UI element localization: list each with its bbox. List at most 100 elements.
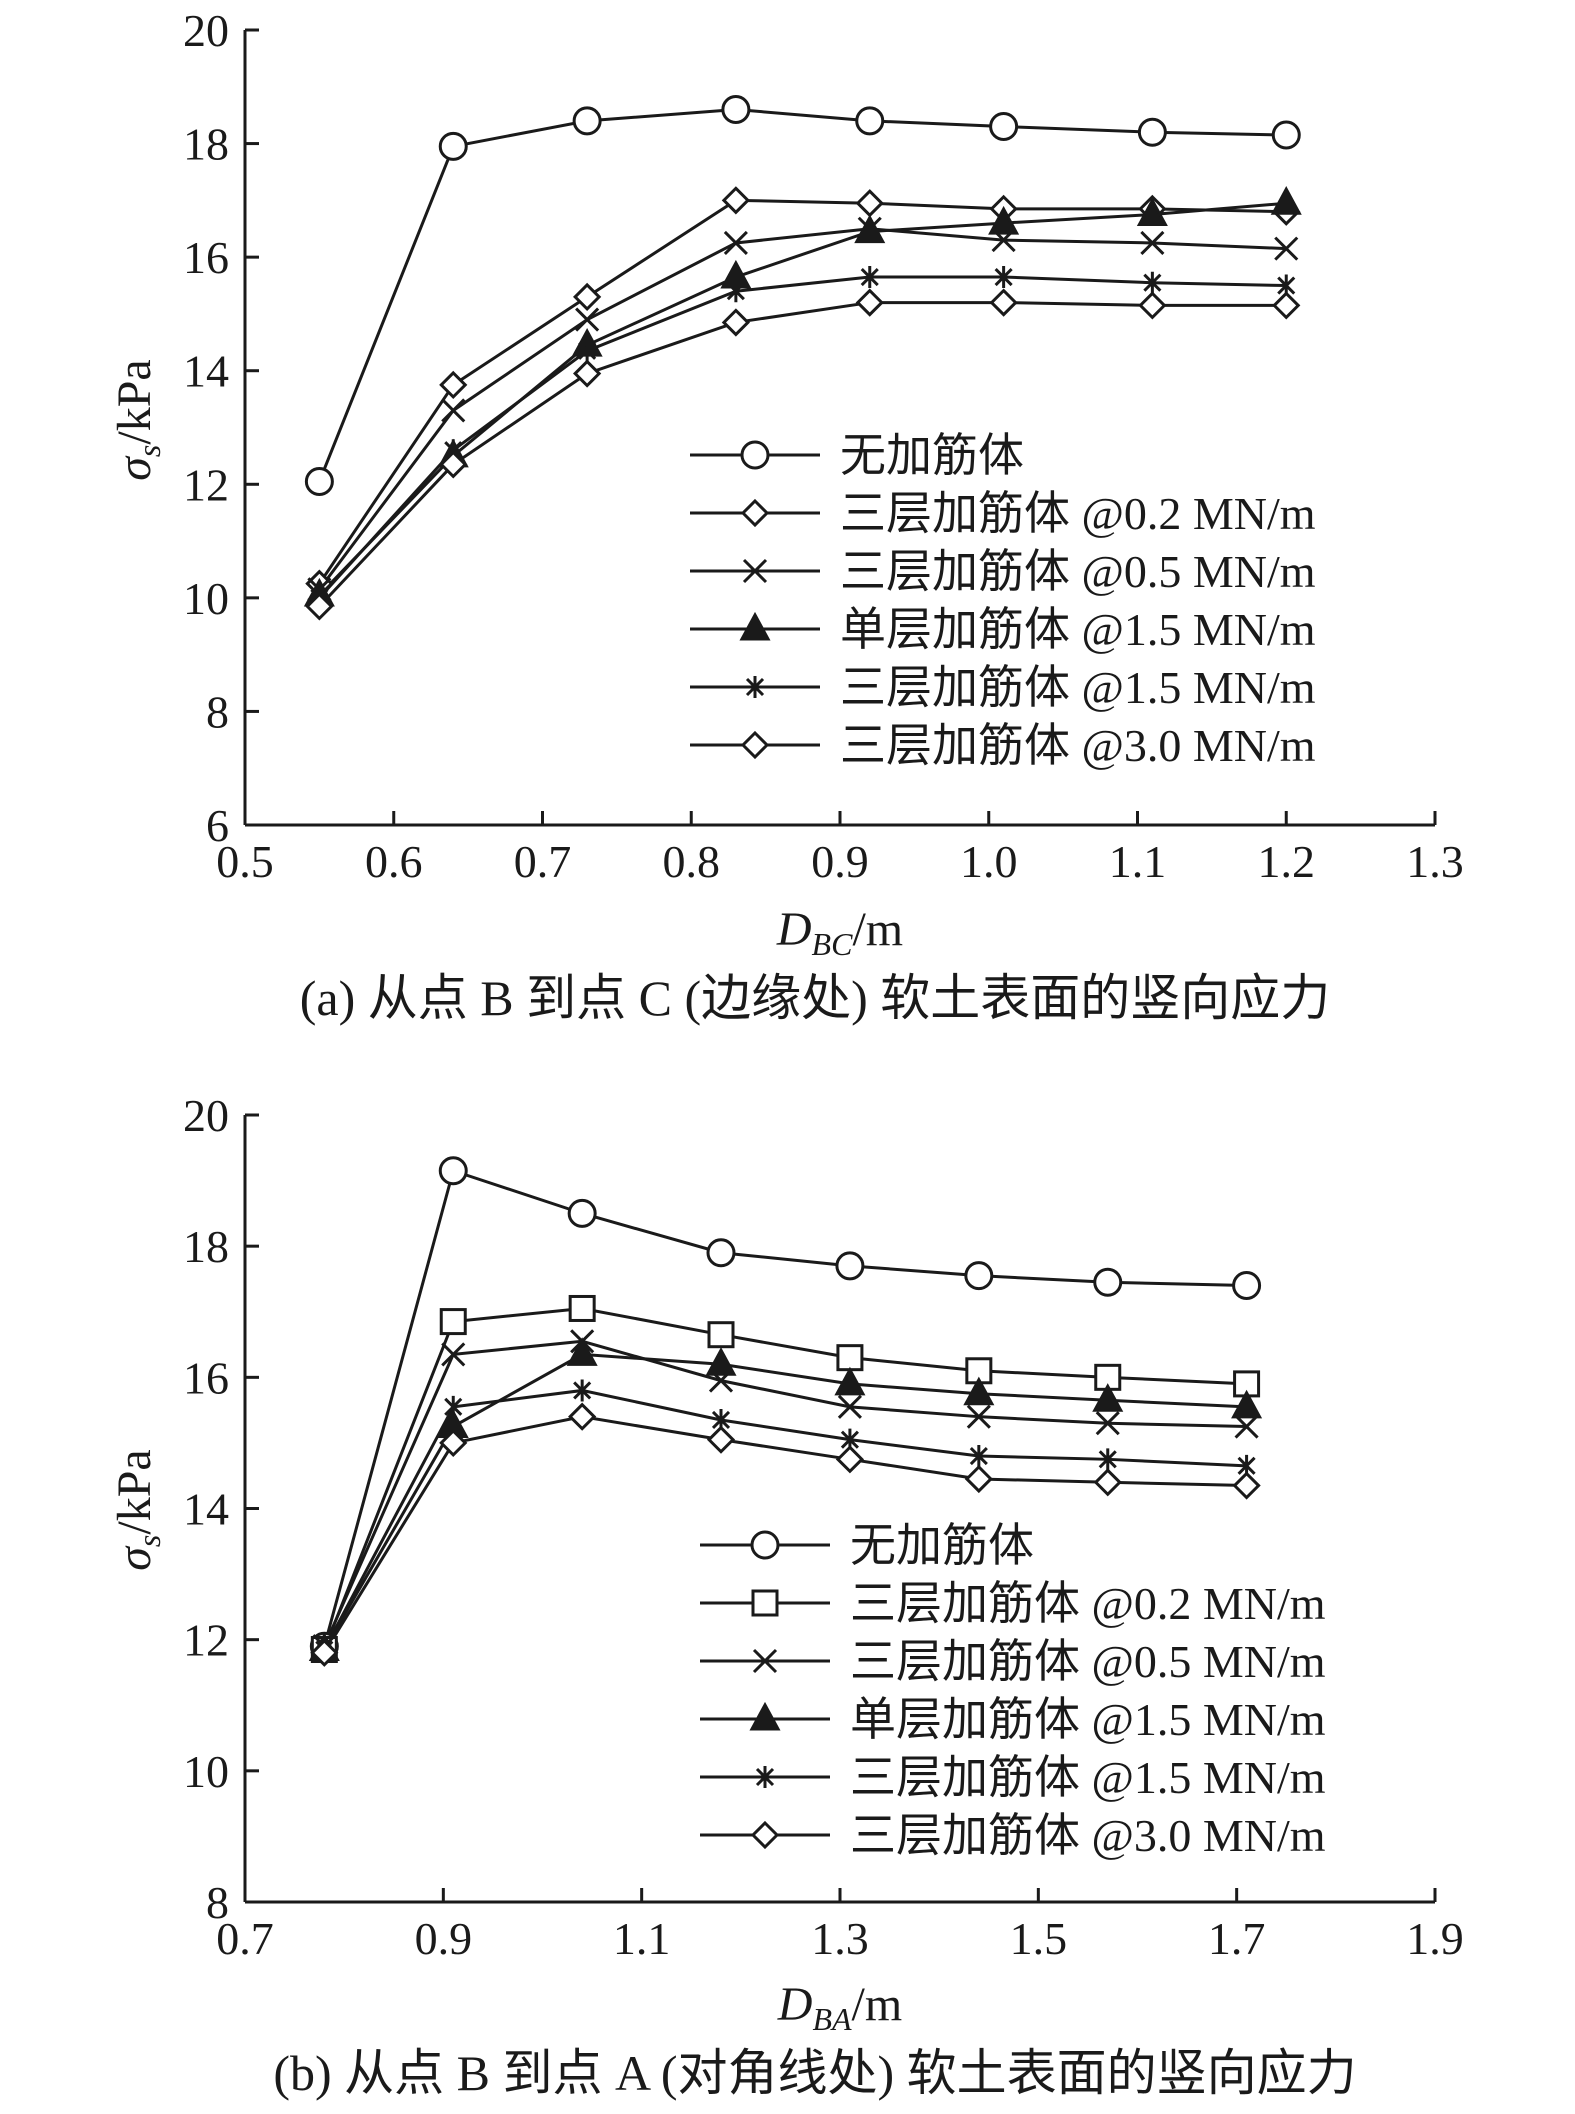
chart-b-series-5-point: [1232, 1471, 1261, 1500]
chart-a-series-1-line: [318, 198, 1287, 585]
chart-a-series-3-point: [854, 214, 886, 244]
chart-b-series-2-point: [1234, 1414, 1259, 1439]
chart-a-series-4-point: [578, 339, 597, 362]
chart-a-series-0-point: [1137, 117, 1167, 147]
chart-a-series-4-point: [1143, 271, 1162, 294]
chart-a-series-1-point: [855, 189, 884, 218]
chart-a-series-5-point: [305, 592, 334, 621]
chart-b-series-0-point: [835, 1251, 865, 1281]
chart-b-series-3-point: [1231, 1389, 1263, 1419]
chart-a-x-axis-label: DBC/m: [776, 903, 903, 962]
chart-a-legend-marker: [740, 730, 770, 760]
chart-b-series-3-line: [323, 1352, 1247, 1651]
chart-b-series-2-point: [1095, 1411, 1120, 1436]
chart-b-legend-marker: [750, 1820, 780, 1850]
chart-a-series-2-point: [1140, 230, 1165, 256]
chart-b-y-tick-label: 16: [183, 1352, 229, 1403]
chart-a-y-tick-label: 8: [206, 686, 229, 737]
chart-b-ylabel-main: σ: [108, 1545, 161, 1571]
chart-b-y-tick-label: 18: [183, 1221, 229, 1272]
chart-a-legend-marker: [745, 676, 765, 698]
chart-a-series-4-point: [726, 280, 745, 303]
chart-b-legend-label: 无加筋体: [850, 1520, 1034, 1571]
chart-b-series-4-point: [444, 1395, 463, 1418]
chart-b-series-5-line: [323, 1415, 1247, 1654]
chart-b-legend-marker: [751, 1589, 779, 1617]
chart-b-series-5-point: [439, 1428, 468, 1458]
chart-a-series-2-point: [575, 307, 600, 332]
chart-b-series: [308, 1156, 1263, 1667]
chart-a-series-5-point: [855, 288, 884, 317]
chart-a-legend-label: 无加筋体: [840, 430, 1024, 481]
chart-b-xlabel-unit: /m: [852, 1978, 903, 2031]
chart-b-xlabel-sub: BA: [812, 2001, 852, 2037]
chart-a-x-tick-label: 0.8: [663, 836, 721, 887]
chart-b-legend-label: 三层加筋体 @0.5 MN/m: [850, 1636, 1326, 1687]
chart-b: 0.7 0.9 1.1 1.3 1.5 1.7 1.9 8 10 12 14 16 18 20 无加筋体三…: [108, 1090, 1464, 2101]
chart-a-series-1-point: [721, 186, 750, 215]
chart-a-y-tick-label: 12: [183, 459, 229, 510]
chart-a-legend-label: 三层加筋体 @0.5 MN/m: [840, 546, 1316, 597]
chart-b-series-0-line: [322, 1168, 1247, 1647]
chart-b-legend-label: 三层加筋体 @0.2 MN/m: [850, 1578, 1326, 1629]
chart-a-ticks: 0.5 0.6 0.7 0.8 0.9 1.0 1.1 1.2 1.3 6 8 10 12 14 16 18 2…: [183, 5, 1464, 887]
chart-b-series-0-point: [438, 1156, 468, 1186]
chart-b-series-0-point: [1232, 1271, 1262, 1301]
chart-b-series-4-point: [1098, 1448, 1117, 1471]
chart-a-xlabel-unit: /m: [852, 903, 903, 956]
chart-a-y-tick-label: 14: [183, 346, 229, 397]
chart-b-series-1-point: [439, 1308, 467, 1336]
chart-b-ylabel-sub: s: [131, 1535, 167, 1547]
chart-a-series-0-point: [438, 131, 468, 161]
chart-b-series-2-point: [837, 1394, 862, 1419]
chart-a-series-4-point: [860, 266, 879, 289]
chart-b-ylabel-unit: /kPa: [108, 1449, 161, 1534]
chart-a-x-tick-label: 1.3: [1406, 836, 1464, 887]
chart-b-series-5-point: [835, 1445, 865, 1474]
chart-a-x-tick-label: 0.7: [514, 836, 572, 887]
chart-b-series-5-point: [964, 1464, 993, 1494]
chart-b-series-1-point: [707, 1321, 735, 1349]
chart-a-series-2-point: [441, 398, 466, 423]
chart-a-series-5-point: [1272, 291, 1301, 320]
chart-a-legend-marker: [740, 498, 770, 528]
chart-b-series-0-point: [567, 1198, 597, 1228]
chart-b-legend-label: 单层加筋体 @1.5 MN/m: [850, 1694, 1326, 1745]
chart-a-series-5-line: [318, 301, 1287, 608]
chart-b-ticks: 0.7 0.9 1.1 1.3 1.5 1.7 1.9 8 10 12 14 16 18 20: [183, 1090, 1464, 1964]
chart-a-y-tick-label: 16: [183, 232, 229, 283]
chart-a-series-0-point: [855, 106, 885, 136]
chart-b-y-tick-label: 14: [183, 1484, 229, 1535]
chart-b-y-tick-label: 20: [183, 1090, 229, 1141]
chart-a-series-5-point: [573, 359, 602, 388]
chart-a-ylabel-unit: /kPa: [108, 359, 161, 444]
chart-a-series-0-point: [989, 112, 1019, 142]
chart-a-legend-marker: [742, 558, 768, 584]
chart-a-series-1-point: [573, 282, 602, 312]
chart-b-series-2-line: [322, 1339, 1247, 1647]
chart-b-legend-marker: [752, 1648, 778, 1674]
chart-a-legend-label: 单层加筋体 @1.5 MN/m: [840, 604, 1316, 655]
chart-b-series-1-line: [322, 1306, 1247, 1651]
chart-b-x-axis-label: DBA/m: [777, 1978, 902, 2037]
chart-b-series-3-point: [834, 1366, 866, 1396]
chart-a-series-4-line: [318, 275, 1287, 599]
chart-a-ylabel-sub: s: [131, 445, 167, 457]
chart-b-x-tick-label: 0.9: [415, 1913, 473, 1964]
chart-b-xlabel-main: D: [777, 1978, 813, 2031]
chart-a-legend-marker: [739, 611, 771, 641]
chart-a-series-2-point: [723, 230, 748, 256]
chart-a-legend-label: 三层加筋体 @1.5 MN/m: [840, 662, 1316, 713]
chart-a-legend-marker: [740, 440, 770, 470]
chart-a-x-tick-label: 1.1: [1109, 836, 1167, 887]
chart-b-y-tick-label: 12: [183, 1615, 229, 1666]
chart-a-series-5-point: [721, 308, 750, 337]
chart-b-x-tick-label: 1.5: [1010, 1913, 1068, 1964]
chart-b-series-4-point: [573, 1379, 592, 1402]
chart-b-series-5-point: [706, 1425, 736, 1454]
chart-b-series-0-point: [706, 1238, 736, 1268]
chart-a-xlabel-main: D: [776, 903, 812, 956]
chart-a-series-5-point: [1138, 291, 1167, 320]
